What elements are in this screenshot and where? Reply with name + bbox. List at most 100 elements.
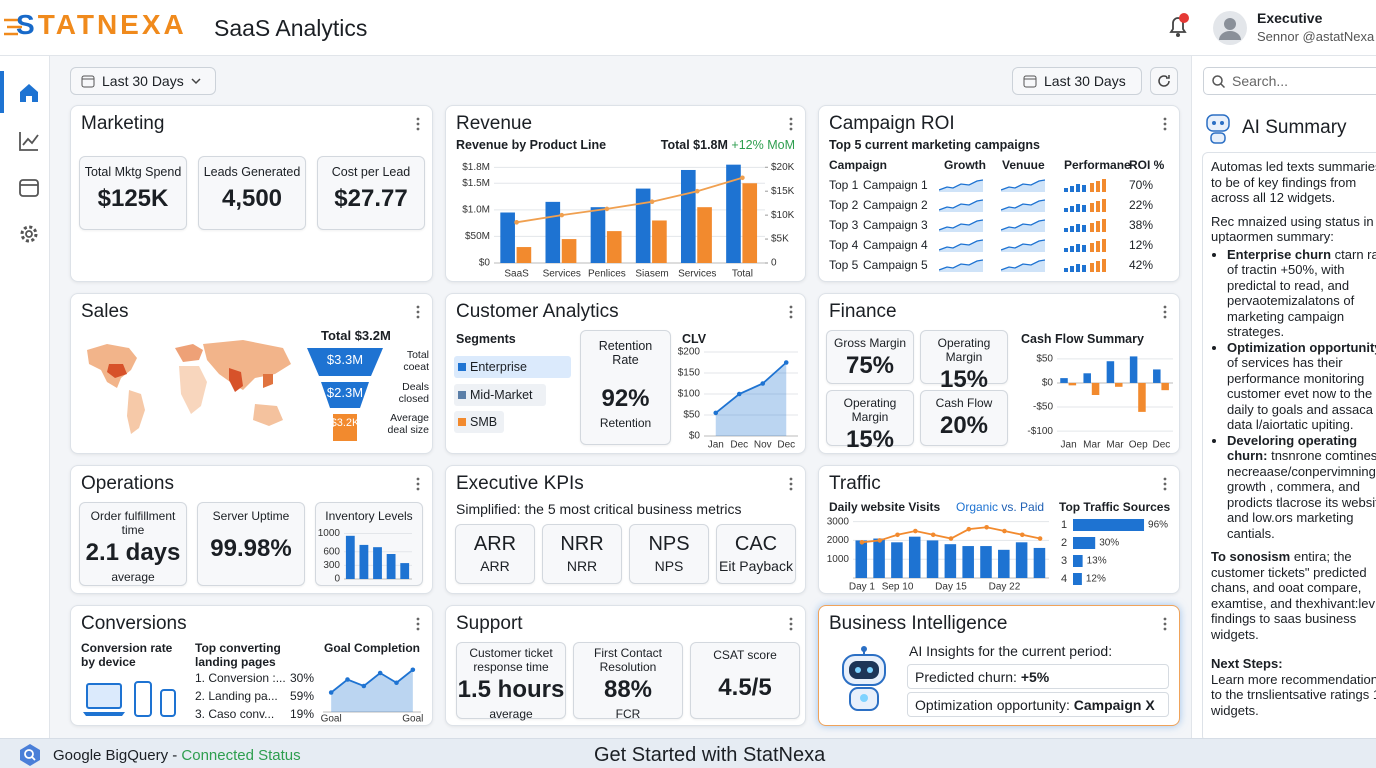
- segment[interactable]: Enterprise: [454, 356, 571, 378]
- sources-title: Top Traffic Sources: [1059, 500, 1171, 514]
- kpi-value: 2.1 days: [85, 539, 181, 566]
- point: [930, 532, 936, 538]
- bar: [873, 538, 885, 578]
- card-title: Marketing: [81, 113, 165, 134]
- row-name: Campaign 5: [863, 258, 928, 272]
- kpi-caption: ARR: [480, 558, 510, 574]
- nav-home[interactable]: [18, 82, 40, 104]
- date-filter[interactable]: Last 30 Days: [70, 67, 216, 95]
- kpi-value: 4.5/5: [718, 674, 772, 701]
- kpi-card[interactable]: CAC Eit Payback: [716, 524, 796, 584]
- bar: [545, 201, 561, 263]
- kpi-value: 15%: [939, 366, 989, 393]
- card-menu[interactable]: [789, 617, 793, 631]
- card-menu[interactable]: [789, 477, 793, 491]
- x-tick-label: Total: [732, 269, 753, 279]
- card-menu[interactable]: [1163, 477, 1167, 491]
- point: [604, 206, 610, 212]
- nav-settings[interactable]: [18, 223, 40, 245]
- point: [736, 391, 742, 397]
- segment[interactable]: SMB: [454, 411, 504, 433]
- bar: [652, 220, 667, 263]
- page-name: 1. Conversion :...: [195, 671, 286, 685]
- row-rank: Top 3: [829, 218, 859, 232]
- tick-label: $10K: [771, 210, 795, 221]
- area: [715, 362, 787, 436]
- card-menu[interactable]: [1163, 305, 1167, 319]
- card-menu[interactable]: [416, 117, 420, 131]
- footer-status[interactable]: Connected Status: [181, 747, 301, 764]
- tick-label: 300: [323, 560, 340, 571]
- segment[interactable]: Mid-Market: [454, 384, 546, 406]
- dot: [1163, 482, 1167, 486]
- row-rank: Top 5: [829, 258, 859, 272]
- card-menu[interactable]: [416, 477, 420, 491]
- kpi-card[interactable]: ARR ARR: [455, 524, 535, 584]
- card-menu[interactable]: [1163, 117, 1167, 131]
- date-filter-right[interactable]: Last 30 Days: [1012, 67, 1142, 95]
- point: [877, 538, 883, 543]
- performance-bars: [1064, 198, 1108, 215]
- tick-label: -$50: [1033, 402, 1053, 413]
- insight-label: Optimization opportunity:: [915, 697, 1070, 713]
- segment-label: Enterprise: [470, 360, 527, 374]
- point: [984, 524, 989, 530]
- dot: [1163, 622, 1167, 626]
- dot: [416, 477, 420, 481]
- performance-bars: [1064, 258, 1108, 275]
- column-header: Campaign: [829, 158, 888, 172]
- card-menu[interactable]: [789, 305, 793, 319]
- notifications[interactable]: [1165, 12, 1193, 40]
- card-executive-kpis: Executive KPIs Simplified: the 5 most cr…: [445, 465, 806, 594]
- visits-chart: 1000 2000 3000 Day 1 Sep 10 Day 15 Day 22: [827, 516, 1049, 592]
- search[interactable]: Search...: [1203, 67, 1376, 95]
- dot: [1163, 127, 1167, 131]
- footer-cta[interactable]: Get Started with StatNexa: [594, 744, 826, 766]
- bar: [998, 549, 1010, 578]
- kpi-name: NPS: [648, 533, 690, 555]
- card-title: Finance: [829, 301, 897, 322]
- subtitle: Simplified: the 5 most critical business…: [456, 501, 742, 517]
- kpi-label: Operating Margin: [937, 336, 991, 364]
- nav-analytics[interactable]: [18, 130, 40, 152]
- kpi-name: NRR: [560, 533, 604, 555]
- goal-title: Goal Completion: [324, 641, 420, 655]
- card-menu[interactable]: [416, 305, 420, 319]
- performance-bars: [1064, 218, 1108, 235]
- sparkline: [938, 198, 984, 215]
- dot: [416, 617, 420, 621]
- nav-calendar[interactable]: [18, 176, 40, 198]
- row-roi: 12%: [1129, 238, 1154, 252]
- x-tick-label: Dec: [1153, 440, 1171, 450]
- source-bar: [1073, 573, 1082, 585]
- tick-label: 1000: [827, 554, 850, 565]
- avatar[interactable]: [1212, 10, 1248, 46]
- kpi-value: 92%: [601, 385, 650, 412]
- clv-chart: $0 $50 $100 $150 $200 Jan Dec Nov Dec: [678, 347, 798, 450]
- point: [694, 188, 700, 194]
- x-tick-label: Mar: [1106, 440, 1124, 450]
- kpi-card[interactable]: NPS NPS: [629, 524, 709, 584]
- date-filter-label: Last 30 Days: [102, 73, 184, 89]
- card-menu[interactable]: [416, 617, 420, 631]
- row-name: Campaign 4: [863, 238, 928, 252]
- kpi-label: Order fulfillment time: [90, 509, 176, 537]
- pages-title: Top converting landing pages: [195, 641, 281, 669]
- sparkline: [1000, 218, 1046, 235]
- card-menu[interactable]: [789, 117, 793, 131]
- kpi-card[interactable]: NRR NRR: [542, 524, 622, 584]
- card-title: Conversions: [81, 613, 187, 634]
- kpi-value: 99.98%: [210, 535, 292, 562]
- card-menu[interactable]: [1163, 617, 1167, 631]
- source-rank: 2: [1061, 537, 1067, 549]
- refresh[interactable]: [1150, 67, 1178, 95]
- dot: [416, 310, 420, 314]
- cashflow-chart: $50 $0 -$50 -$100 Jan Mar Mar Oep Dec: [1027, 353, 1173, 450]
- sparkline: [938, 218, 984, 235]
- funnel-label: Total coeat: [403, 349, 429, 373]
- ai-lead: Rec mnaized using status in uptaormen su…: [1211, 213, 1374, 245]
- legend-organic: Organic: [956, 500, 999, 514]
- bullet-head: Develoring operating churn:: [1227, 432, 1358, 464]
- source-label: 30%: [1099, 538, 1119, 549]
- source-label: 13%: [1087, 556, 1107, 567]
